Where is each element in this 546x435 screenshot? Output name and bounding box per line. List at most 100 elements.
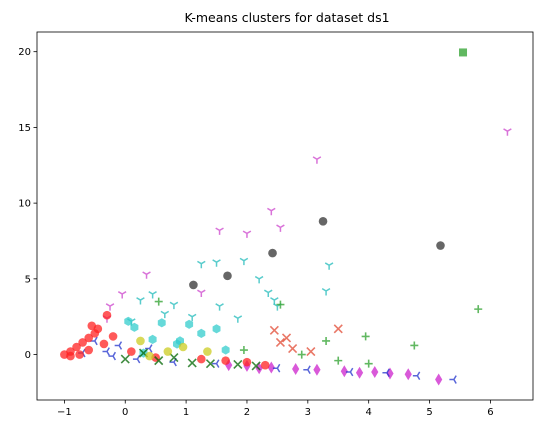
data-point [221, 345, 230, 355]
data-point [78, 338, 87, 347]
data-point [239, 257, 249, 266]
y-tick-label: 20 [18, 47, 31, 58]
data-point [333, 324, 343, 334]
data-point [189, 280, 198, 290]
x-axis-ticks: −1 0 1 2 3 4 5 6 [57, 400, 494, 418]
data-point [124, 316, 133, 326]
data-point [157, 318, 166, 328]
data-point [239, 346, 248, 355]
x-tick-label: 2 [244, 407, 250, 418]
data-point [355, 366, 364, 379]
data-point [303, 365, 311, 374]
data-point [154, 297, 163, 306]
x-tick-label: 6 [487, 407, 493, 418]
data-point [130, 322, 139, 332]
data-point [404, 368, 412, 381]
data-points [60, 48, 512, 386]
data-point [132, 354, 141, 364]
data-point [260, 360, 270, 370]
data-point [436, 241, 445, 250]
data-point [334, 356, 343, 365]
data-point [203, 347, 212, 356]
data-point [272, 363, 281, 373]
data-point [386, 367, 394, 380]
data-point [87, 321, 97, 331]
data-point [108, 332, 118, 341]
data-point [169, 301, 179, 310]
data-point [72, 342, 81, 352]
data-point [127, 347, 136, 356]
x-tick-label: −1 [57, 407, 72, 418]
data-point [178, 342, 188, 352]
data-point [215, 227, 224, 235]
data-point [142, 271, 151, 279]
data-point [459, 48, 468, 57]
data-point [136, 297, 145, 305]
data-point [340, 365, 348, 378]
data-point [148, 291, 157, 299]
data-point [212, 324, 221, 334]
data-point [160, 310, 170, 319]
data-point [322, 336, 331, 345]
data-point [223, 271, 232, 281]
chart-title: K-means clusters for dataset ds1 [184, 10, 389, 25]
data-point [297, 350, 306, 359]
y-tick-label: 15 [18, 123, 31, 134]
data-point [281, 333, 292, 343]
data-point [75, 350, 84, 359]
data-point [382, 368, 390, 378]
data-point [84, 345, 94, 355]
data-point [410, 341, 419, 350]
x-tick-label: 3 [305, 407, 311, 418]
data-point [187, 313, 197, 322]
data-point [212, 359, 220, 368]
x-tick-label: 1 [183, 407, 189, 418]
data-point [221, 356, 230, 365]
data-point [321, 288, 331, 296]
data-point [269, 325, 279, 335]
data-point [102, 310, 112, 320]
data-point [503, 128, 512, 136]
data-point [292, 362, 300, 375]
y-tick-label: 10 [18, 199, 31, 210]
data-point [242, 357, 252, 367]
data-point [120, 354, 130, 364]
data-point [449, 375, 457, 384]
plot-frame [36, 31, 534, 401]
data-point [108, 351, 117, 361]
data-point [105, 303, 115, 311]
data-point [233, 359, 243, 369]
data-point [102, 347, 110, 356]
data-point [267, 361, 275, 374]
data-point [364, 359, 373, 368]
data-point [145, 344, 153, 353]
data-point [197, 260, 206, 269]
data-point [197, 328, 206, 338]
data-point [275, 337, 286, 348]
data-point [268, 248, 277, 258]
data-point [233, 315, 243, 323]
data-point [267, 207, 276, 216]
data-point [197, 289, 206, 297]
data-point [117, 291, 127, 299]
data-point [84, 333, 94, 343]
data-point [371, 365, 379, 378]
data-point [412, 371, 421, 381]
data-point [114, 341, 123, 350]
data-point [324, 262, 334, 270]
data-point [313, 363, 321, 376]
data-point [145, 351, 154, 361]
data-point [163, 347, 173, 356]
data-point [242, 230, 252, 238]
data-point [288, 343, 298, 354]
data-point [318, 217, 328, 226]
data-point [361, 332, 370, 341]
y-tick-label: 0 [25, 350, 31, 361]
data-point [205, 359, 216, 369]
data-point [187, 358, 197, 368]
x-tick-label: 0 [122, 407, 128, 418]
x-tick-label: 5 [426, 407, 432, 418]
data-point [169, 353, 179, 363]
data-point [185, 319, 194, 329]
